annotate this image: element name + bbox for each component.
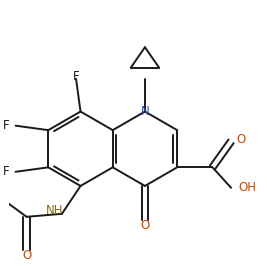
Text: NH: NH [46, 204, 63, 217]
Text: F: F [73, 70, 79, 83]
Text: N: N [140, 105, 149, 118]
Text: F: F [3, 165, 10, 178]
Text: F: F [3, 119, 10, 132]
Text: O: O [140, 219, 150, 232]
Text: O: O [22, 249, 31, 262]
Text: O: O [236, 133, 245, 146]
Text: OH: OH [238, 181, 256, 194]
